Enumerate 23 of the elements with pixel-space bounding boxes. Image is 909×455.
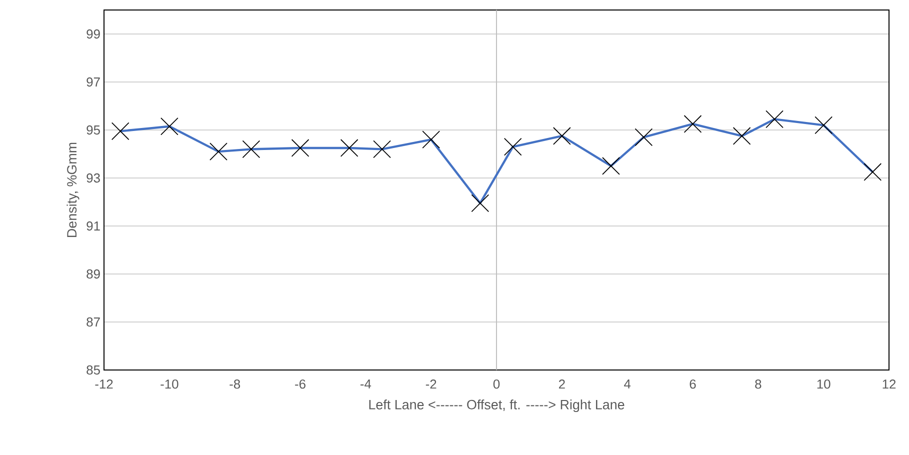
- x-tick-label: 10: [817, 380, 830, 389]
- x-axis-title: Left Lane <------ Offset, ft. -----> Right Lane: [369, 400, 624, 412]
- x-tick-label: -8: [230, 380, 240, 389]
- y-axis-title: Density, %Gmm: [66, 142, 80, 237]
- x-tick-label: -2: [426, 380, 436, 389]
- x-tick-label: 6: [690, 380, 696, 389]
- x-tick-label: -6: [295, 380, 306, 389]
- y-tick-label: 93: [86, 173, 100, 183]
- y-tick-label: 85: [86, 365, 100, 375]
- y-tick-label: 99: [86, 29, 100, 39]
- x-tick-label: 2: [558, 380, 565, 389]
- x-tick-label: 0: [493, 380, 500, 389]
- y-tick-label: 89: [86, 269, 100, 279]
- y-tick-label: 97: [86, 77, 100, 87]
- x-tick-label: 8: [755, 380, 762, 389]
- y-tick-label: 91: [86, 221, 100, 231]
- x-tick-label: -10: [160, 380, 178, 389]
- x-tick-label: -12: [95, 380, 113, 389]
- x-tick-label: -4: [360, 380, 372, 388]
- x-tick-label: 12: [882, 380, 896, 389]
- y-tick-label: 87: [86, 317, 100, 327]
- y-tick-label: 95: [86, 125, 100, 135]
- x-tick-label: 4: [624, 380, 631, 388]
